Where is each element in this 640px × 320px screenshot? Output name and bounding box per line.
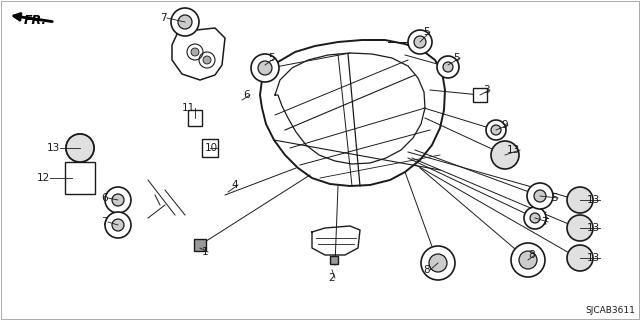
Circle shape bbox=[178, 15, 192, 29]
Bar bbox=[330, 256, 338, 264]
Text: 5: 5 bbox=[424, 27, 430, 37]
Circle shape bbox=[519, 251, 537, 269]
Text: 13: 13 bbox=[587, 223, 600, 233]
Circle shape bbox=[429, 254, 447, 272]
Text: 2: 2 bbox=[328, 273, 335, 283]
Circle shape bbox=[437, 56, 459, 78]
Text: 9: 9 bbox=[501, 120, 508, 130]
Text: 13: 13 bbox=[587, 195, 600, 205]
Circle shape bbox=[112, 194, 124, 206]
Circle shape bbox=[511, 243, 545, 277]
Circle shape bbox=[567, 245, 593, 271]
Circle shape bbox=[258, 61, 272, 75]
Text: 10: 10 bbox=[205, 143, 218, 153]
Circle shape bbox=[527, 183, 553, 209]
Circle shape bbox=[112, 219, 124, 231]
Circle shape bbox=[66, 134, 94, 162]
Text: 5: 5 bbox=[552, 193, 558, 203]
Circle shape bbox=[105, 187, 131, 213]
Circle shape bbox=[567, 215, 593, 241]
Bar bbox=[202, 139, 218, 157]
Circle shape bbox=[105, 212, 131, 238]
Text: 12: 12 bbox=[36, 173, 50, 183]
Text: 13: 13 bbox=[47, 143, 60, 153]
Text: 6: 6 bbox=[101, 193, 108, 203]
Text: 8: 8 bbox=[529, 250, 535, 260]
Text: 4: 4 bbox=[232, 180, 238, 190]
Text: 7: 7 bbox=[541, 217, 548, 227]
Text: SJCAB3611: SJCAB3611 bbox=[585, 306, 635, 315]
Text: FR.: FR. bbox=[24, 13, 47, 27]
Bar bbox=[65, 162, 95, 194]
Text: 1: 1 bbox=[202, 247, 208, 257]
Circle shape bbox=[251, 54, 279, 82]
Circle shape bbox=[171, 8, 199, 36]
Text: 6: 6 bbox=[243, 90, 250, 100]
Circle shape bbox=[443, 62, 453, 72]
Circle shape bbox=[414, 36, 426, 48]
Circle shape bbox=[491, 125, 501, 135]
Circle shape bbox=[534, 190, 546, 202]
Text: 13: 13 bbox=[507, 145, 520, 155]
Bar bbox=[188, 110, 202, 126]
Circle shape bbox=[421, 246, 455, 280]
Circle shape bbox=[530, 213, 540, 223]
Text: 11: 11 bbox=[182, 103, 195, 113]
Bar bbox=[473, 88, 487, 102]
Circle shape bbox=[203, 56, 211, 64]
Circle shape bbox=[408, 30, 432, 54]
Text: 5: 5 bbox=[268, 53, 275, 63]
Text: 3: 3 bbox=[483, 85, 490, 95]
Circle shape bbox=[567, 187, 593, 213]
Text: 7: 7 bbox=[161, 13, 167, 23]
Text: 5: 5 bbox=[453, 53, 460, 63]
Text: 8: 8 bbox=[424, 265, 430, 275]
Text: 7: 7 bbox=[101, 217, 108, 227]
Circle shape bbox=[491, 141, 519, 169]
Circle shape bbox=[486, 120, 506, 140]
Bar bbox=[194, 239, 206, 251]
Text: 13: 13 bbox=[587, 253, 600, 263]
Circle shape bbox=[524, 207, 546, 229]
Circle shape bbox=[191, 48, 199, 56]
Circle shape bbox=[66, 134, 94, 162]
